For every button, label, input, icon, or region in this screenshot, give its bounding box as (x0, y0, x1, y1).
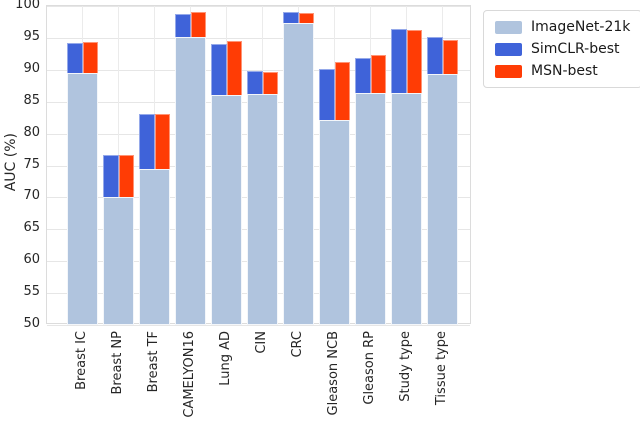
bar-imagenet-4 (211, 95, 242, 325)
bar-imagenet-1 (103, 197, 134, 325)
y-axis-tick-label: 50 (23, 316, 40, 331)
x-axis-tick-label: Study type (397, 331, 413, 402)
x-axis-tick-label: Breast IC (73, 331, 89, 390)
y-axis-tick-label: 75 (23, 156, 40, 172)
bar-imagenet-0 (67, 72, 98, 325)
y-gridline (47, 325, 470, 326)
y-gridline (47, 6, 470, 7)
bar-imagenet-2 (139, 169, 170, 325)
legend-swatch-icon (495, 64, 522, 78)
bar-imagenet-7 (319, 119, 350, 325)
legend-label: SimCLR-best (531, 41, 620, 57)
x-axis-tick-label: Tissue type (433, 331, 449, 406)
legend-label: MSN-best (531, 63, 598, 79)
y-axis-tick-label: 70 (23, 188, 40, 204)
y-axis-tick-label: 95 (23, 28, 40, 44)
legend-item: MSN-best (495, 63, 630, 79)
x-axis-tick-label: Gleason NCB (325, 331, 341, 416)
legend-swatch-icon (495, 42, 522, 56)
x-axis-tick-label: Breast NP (109, 331, 125, 395)
bar-imagenet-3 (175, 36, 206, 325)
x-axis-tick-label: CRC (289, 331, 305, 358)
bar-imagenet-10 (427, 73, 458, 325)
bar-imagenet-5 (247, 94, 278, 325)
bar-imagenet-6 (283, 23, 314, 325)
y-axis-tick-label: 80 (23, 124, 40, 140)
legend-swatch-icon (495, 20, 522, 34)
x-axis-tick-label: Breast TF (145, 331, 161, 393)
legend: ImageNet-21k SimCLR-best MSN-best (483, 10, 640, 88)
y-gridline (47, 37, 470, 39)
y-axis-tick-label: 65 (23, 220, 40, 236)
legend-item: SimCLR-best (495, 41, 630, 57)
bar-imagenet-8 (355, 92, 386, 325)
x-axis-tick-label: Gleason RP (361, 331, 377, 405)
y-axis-tick-label: 85 (23, 92, 40, 108)
x-axis-tick-label: Lung AD (217, 331, 233, 386)
y-axis-tick-label: 90 (23, 60, 40, 76)
x-axis-tick-label: CAMELYON16 (181, 331, 197, 418)
y-axis-tick-label: 55 (23, 284, 40, 300)
legend-label: ImageNet-21k (531, 19, 631, 35)
x-axis-tick-label: CIN (253, 331, 269, 354)
bar-imagenet-9 (391, 93, 422, 325)
y-axis-tick-label: 60 (23, 252, 40, 268)
plot-area (46, 5, 471, 326)
y-gridline (47, 69, 470, 71)
y-axis-tick-label: 100 (15, 0, 40, 12)
legend-item: ImageNet-21k (495, 19, 630, 35)
